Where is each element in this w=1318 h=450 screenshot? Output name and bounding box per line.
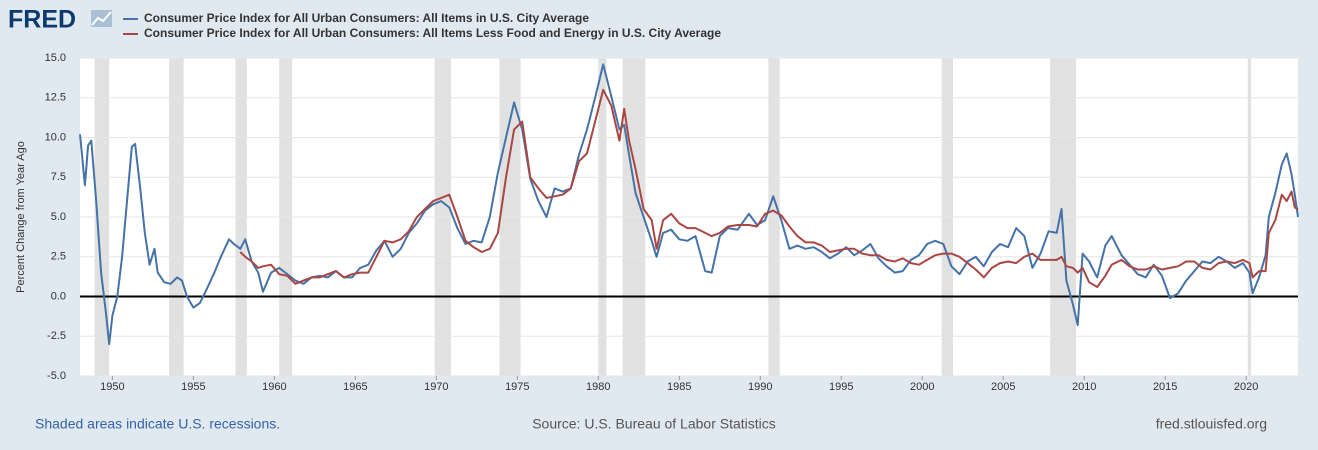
- x-tick-label: 1950: [100, 381, 124, 393]
- y-axis-label: Percent Change from Year Ago: [15, 141, 27, 293]
- x-tick-label: 1970: [424, 381, 448, 393]
- legend-label: Consumer Price Index for All Urban Consu…: [144, 11, 589, 25]
- logo: FRED: [8, 6, 76, 34]
- x-tick-label: 2000: [910, 381, 934, 393]
- x-tick-label: 1955: [181, 381, 205, 393]
- site-url: fred.stlouisfed.org: [1156, 416, 1267, 432]
- series-line: [239, 88, 1299, 288]
- x-tick-label: 1980: [586, 381, 610, 393]
- x-tick-label: 1985: [667, 381, 691, 393]
- y-tick-label: 7.5: [51, 171, 66, 183]
- logo-icon: [91, 10, 112, 27]
- y-tick-label: 10.0: [45, 131, 66, 143]
- x-tick-label: 2020: [1234, 381, 1258, 393]
- y-tick-label: -5.0: [47, 370, 66, 382]
- y-tick-label: 0.0: [51, 290, 66, 302]
- x-tick-label: 1990: [748, 381, 772, 393]
- legend-label: Consumer Price Index for All Urban Consu…: [144, 26, 721, 40]
- x-tick-label: 1995: [829, 381, 853, 393]
- x-tick-label: 2005: [991, 381, 1015, 393]
- x-tick-label: 2015: [1153, 381, 1177, 393]
- recession-note: Shaded areas indicate U.S. recessions.: [35, 416, 280, 432]
- source: Source: U.S. Bureau of Labor Statistics: [532, 416, 776, 432]
- y-tick-label: 2.5: [51, 251, 66, 263]
- y-tick-label: 5.0: [51, 211, 66, 223]
- x-tick-label: 2010: [1072, 381, 1096, 393]
- series-line: [79, 63, 1299, 346]
- x-tick-label: 1965: [343, 381, 367, 393]
- x-tick-label: 1960: [262, 381, 286, 393]
- y-tick-label: 15.0: [45, 52, 66, 64]
- y-tick-label: 12.5: [45, 92, 66, 104]
- y-tick-label: -2.5: [47, 330, 66, 342]
- x-tick-label: 1975: [505, 381, 529, 393]
